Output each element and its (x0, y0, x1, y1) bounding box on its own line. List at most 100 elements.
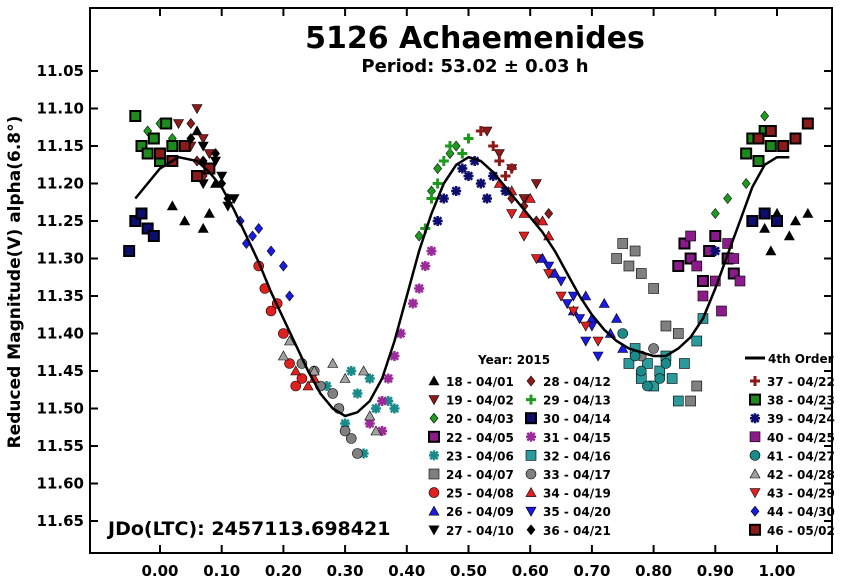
data-point (567, 291, 579, 302)
data-point (530, 179, 542, 190)
x-tick-label: 0.00 (141, 562, 178, 580)
data-point (129, 215, 142, 227)
y-tick-label: 11.60 (37, 475, 84, 493)
legend-marker (526, 375, 536, 387)
legend-label: 19 - 04/02 (446, 394, 514, 408)
data-point (672, 328, 684, 339)
data-point (580, 321, 592, 332)
data-point (672, 260, 685, 272)
legend-right: 37 - 04/22 38 - 04/23 39 - 04/24 40 - 04/25… (749, 375, 835, 538)
fit-curve-4th-order (134, 155, 790, 418)
data-point (759, 222, 771, 233)
data-point (308, 365, 320, 376)
data-point (710, 208, 720, 219)
data-point (186, 118, 196, 129)
legend-marker (525, 486, 537, 497)
data-point (635, 365, 647, 377)
data-point (383, 396, 394, 406)
legend-marker (428, 468, 440, 480)
data-point (364, 410, 376, 421)
data-point (598, 297, 610, 308)
data-point (592, 336, 604, 347)
data-point (358, 448, 369, 459)
legend-label: 29 - 04/13 (543, 394, 611, 408)
data-point (500, 171, 511, 181)
legend-marker (429, 450, 439, 461)
data-point (666, 373, 678, 384)
x-axis: 0.00 0.10 0.20 0.30 0.40 0.50 0.60 0.70 0.80 0.90… (141, 8, 796, 580)
legend-label: 40 - 04/25 (767, 431, 835, 445)
x-tick-label: 0.30 (327, 562, 364, 580)
legend-label: 25 - 04/08 (446, 487, 514, 501)
data-point (623, 260, 635, 272)
data-point (191, 170, 204, 182)
data-point (524, 192, 536, 203)
data-point (426, 246, 437, 256)
data-point (277, 350, 289, 361)
data-point (764, 125, 777, 137)
data-point (438, 156, 449, 166)
data-point (691, 335, 703, 347)
x-tick-label: 0.40 (388, 562, 425, 580)
data-point (802, 207, 814, 218)
data-point (160, 117, 173, 130)
legend-marker (526, 394, 536, 405)
legend-label: 27 - 04/10 (446, 524, 514, 538)
data-point (678, 237, 691, 250)
data-point (377, 396, 388, 406)
chart-title: 5126 Achaemenides (305, 21, 645, 56)
legend-marker (749, 523, 761, 536)
data-point (709, 230, 722, 242)
legend-label: 31 - 04/15 (543, 431, 611, 445)
legend-marker (750, 505, 760, 517)
data-point (370, 425, 382, 436)
x-tick-label: 0.20 (265, 562, 302, 580)
data-point (783, 230, 795, 241)
legend-right-title: 4th Order (768, 352, 834, 366)
data-point (728, 253, 740, 264)
data-point (285, 290, 294, 302)
data-point (444, 141, 455, 151)
data-point (166, 200, 178, 211)
legend-label: 20 - 04/03 (446, 412, 514, 426)
data-point (790, 215, 802, 226)
legend-label: 22 - 04/05 (446, 431, 514, 445)
data-point (765, 245, 777, 256)
data-point (197, 134, 209, 145)
data-point (697, 290, 709, 302)
data-point (611, 312, 623, 323)
legend-label: 23 - 04/06 (446, 449, 514, 463)
legend-label: 34 - 04/19 (543, 487, 611, 501)
data-point (141, 222, 154, 235)
legend-marker (525, 506, 537, 517)
data-point (340, 418, 351, 429)
data-point (339, 425, 351, 437)
data-point (154, 147, 166, 160)
data-point (696, 275, 709, 287)
data-point (173, 119, 185, 130)
data-point (203, 207, 215, 218)
data-point (395, 328, 406, 339)
data-point (543, 261, 555, 272)
legend-label: 35 - 04/20 (543, 505, 611, 519)
data-point (129, 110, 142, 122)
legend-label: 43 - 04/29 (767, 487, 835, 501)
data-point (179, 215, 191, 226)
data-point (432, 178, 443, 189)
data-point (789, 132, 802, 145)
legend-marker (749, 468, 761, 479)
data-point (623, 358, 635, 369)
data-point (752, 155, 765, 167)
data-point (475, 126, 486, 136)
data-point (451, 140, 461, 152)
data-point (530, 254, 542, 265)
data-point (135, 140, 148, 152)
y-tick-label: 11.45 (37, 362, 84, 380)
data-point (555, 291, 567, 302)
legend-marker (428, 375, 440, 386)
legend-label: 24 - 04/07 (446, 468, 514, 482)
data-point (518, 194, 530, 205)
data-point (660, 358, 672, 369)
plot-frame (89, 7, 833, 554)
